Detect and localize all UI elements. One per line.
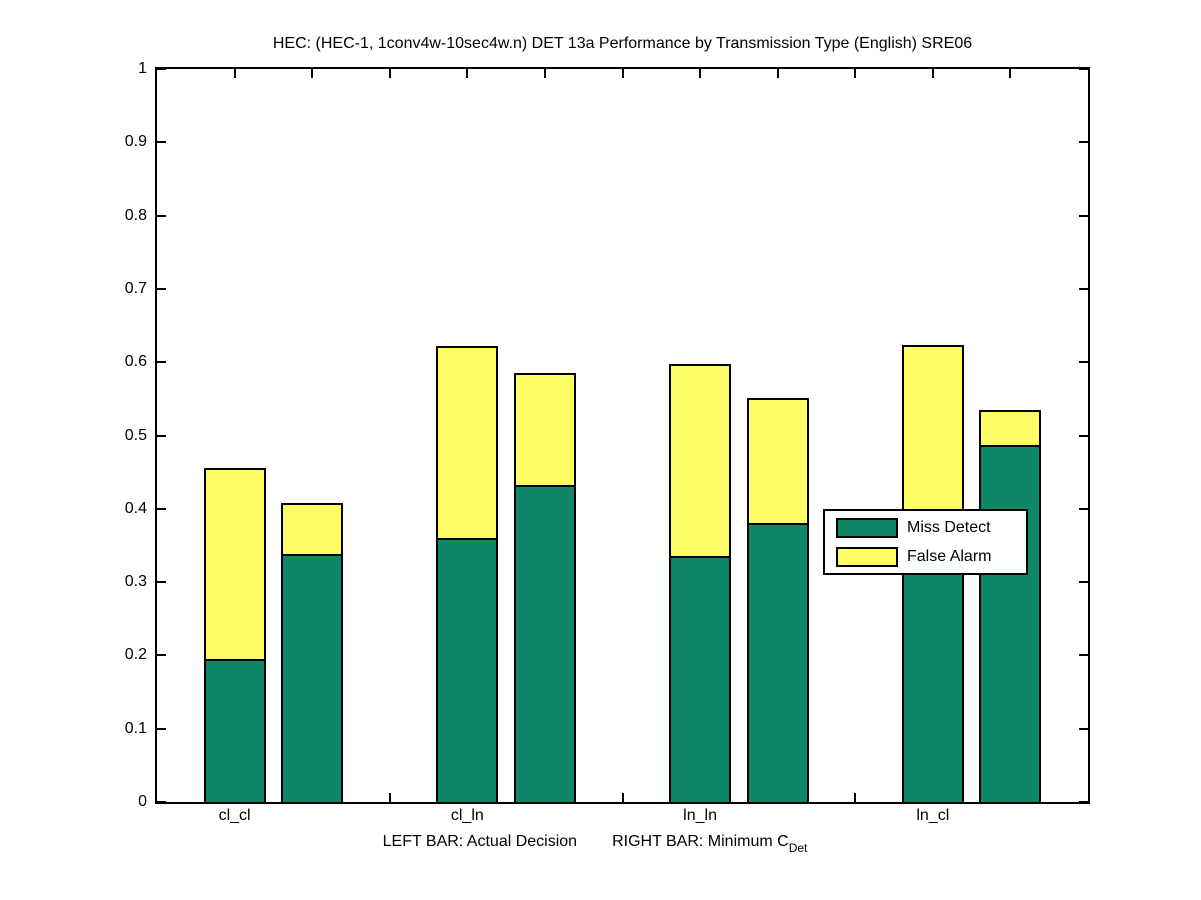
- y-tick-right: [1079, 581, 1088, 584]
- y-tick: [157, 507, 166, 510]
- y-tick-right: [1079, 141, 1088, 144]
- legend-entry-miss-detect: Miss Detect: [836, 517, 991, 539]
- y-tick-label: 0.9: [124, 133, 147, 151]
- chart-title: HEC: (HEC-1, 1conv4w-10sec4w.n) DET 13a …: [272, 35, 973, 52]
- y-tick: [157, 727, 166, 730]
- bar-segment-miss-detect: [669, 555, 732, 802]
- x-tick-top: [854, 69, 857, 78]
- x-category-label: ln_cl: [916, 807, 950, 824]
- x-tick-top: [466, 69, 469, 78]
- x-tick-top: [543, 69, 546, 78]
- legend-label: False Alarm: [907, 548, 992, 565]
- legend: Miss Detect False Alarm: [823, 509, 1028, 575]
- false-alarm-swatch-icon: [836, 547, 898, 567]
- y-tick-right: [1079, 507, 1088, 510]
- y-tick: [157, 434, 166, 437]
- y-tick-label: 0.8: [124, 206, 147, 224]
- x-tick-top: [388, 69, 391, 78]
- y-tick: [157, 801, 166, 803]
- x-category-label: ln_ln: [683, 807, 717, 824]
- x-tick-top: [311, 69, 314, 78]
- x-axis-label-right: RIGHT BAR: Minimum C: [612, 833, 789, 850]
- y-tick-label: 0: [138, 793, 147, 810]
- y-tick: [157, 214, 166, 217]
- y-tick-label: 1: [138, 60, 147, 77]
- y-tick: [157, 581, 166, 584]
- legend-entry-false-alarm: False Alarm: [836, 546, 991, 568]
- y-tick-right: [1079, 434, 1088, 437]
- y-tick-right: [1079, 801, 1088, 803]
- plot-area: [157, 68, 1088, 803]
- y-tick-right: [1079, 361, 1088, 364]
- x-tick-top: [621, 69, 624, 78]
- y-tick-label: 0.5: [124, 426, 147, 444]
- y-tick: [157, 141, 166, 144]
- bar-segment-false-alarm: [203, 468, 266, 660]
- bar-segment-false-alarm: [281, 502, 344, 555]
- y-tick-right: [1079, 68, 1088, 70]
- y-tick-label: 0.7: [124, 279, 147, 297]
- y-tick: [157, 287, 166, 290]
- miss-detect-swatch-icon: [836, 518, 898, 538]
- bar-segment-false-alarm: [979, 409, 1042, 446]
- y-tick-right: [1079, 654, 1088, 657]
- x-tick: [854, 793, 857, 802]
- y-tick-label: 0.3: [124, 573, 147, 591]
- bar-segment-miss-detect: [436, 538, 499, 802]
- x-axis-label-subscript: Det: [788, 841, 808, 855]
- y-tick-label: 0.4: [124, 499, 147, 517]
- x-tick: [388, 793, 391, 802]
- bar-segment-miss-detect: [513, 485, 576, 802]
- x-axis-label: LEFT BAR: Actual Decision RIGHT BAR: Mini…: [100, 833, 1090, 855]
- y-tick: [157, 361, 166, 364]
- y-tick-label: 0.2: [124, 646, 147, 664]
- x-tick-top: [1009, 69, 1012, 78]
- y-tick-label: 0.1: [124, 719, 147, 737]
- y-tick-right: [1079, 214, 1088, 217]
- bar-segment-false-alarm: [746, 398, 809, 524]
- x-axis-label-left: LEFT BAR: Actual Decision: [382, 833, 578, 850]
- x-tick-top: [233, 69, 236, 78]
- y-tick: [157, 654, 166, 657]
- x-tick: [621, 793, 624, 802]
- x-tick-top: [699, 69, 702, 78]
- bar-segment-miss-detect: [901, 560, 964, 802]
- x-category-label: cl_cl: [218, 807, 251, 824]
- y-tick-label: 0.6: [124, 353, 147, 371]
- y-tick: [157, 68, 166, 70]
- bar-segment-false-alarm: [669, 364, 732, 556]
- bar-segment-miss-detect: [979, 445, 1042, 802]
- bar-segment-miss-detect: [281, 554, 344, 802]
- legend-label: Miss Detect: [907, 519, 991, 536]
- x-tick-top: [776, 69, 779, 78]
- bar-segment-false-alarm: [513, 373, 576, 486]
- bar-segment-miss-detect: [746, 523, 809, 802]
- bar-segment-false-alarm: [436, 346, 499, 539]
- y-tick-right: [1079, 727, 1088, 730]
- y-tick-right: [1079, 287, 1088, 290]
- bar-segment-miss-detect: [203, 659, 266, 802]
- x-tick-top: [931, 69, 934, 78]
- x-category-label: cl_ln: [450, 807, 484, 824]
